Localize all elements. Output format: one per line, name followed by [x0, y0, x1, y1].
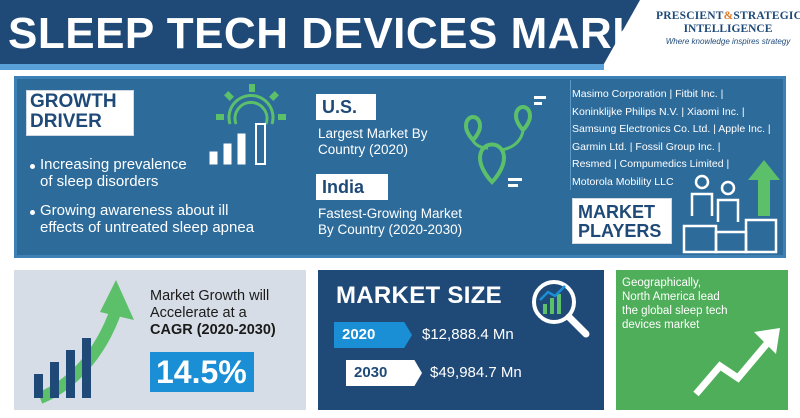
players-divider: [570, 80, 571, 190]
fastest-country-tag: India: [316, 174, 388, 200]
magnifier-chart-icon: [532, 280, 590, 338]
geography-description: Geographically, North America lead the g…: [622, 277, 728, 331]
market-size-value: $49,984.7 Mn: [430, 364, 522, 381]
player-line: Resmed | Compumedics Limited |: [572, 158, 730, 170]
growth-bars-arrow-icon: [34, 280, 134, 404]
logo-name-line2: INTELLIGENCE: [683, 23, 773, 35]
logo-name-line1: PRESCIENT&STRATEGIC: [656, 10, 800, 22]
market-players-list: Masimo Corporation | Fitbit Inc. | Konin…: [572, 86, 782, 191]
player-line: Koninklijke Philips N.V. | Xiaomi Inc. |: [572, 105, 745, 118]
title-banner: [0, 0, 640, 68]
title-stripe: [0, 64, 604, 70]
player-line: Motorola Mobility LLC: [572, 175, 674, 188]
trend-arrow-icon: [693, 328, 780, 397]
map-pins-icon: [463, 96, 546, 187]
market-players-box: [572, 198, 672, 244]
player-line: Masimo Corporation | Fitbit Inc. |: [572, 88, 724, 100]
company-logo: PRESCIENT&STRATEGIC INTELLIGENCE Where k…: [656, 10, 800, 66]
growth-driver-title: GROWTH DRIVER: [30, 91, 117, 132]
player-line: Samsung Electronics Co. Ltd. | Apple Inc…: [572, 123, 771, 135]
market-size-year: 2030: [346, 360, 422, 386]
market-size-year: 2020: [334, 322, 412, 348]
market-size-title: MARKET SIZE: [336, 282, 502, 309]
player-line: Garmin Ltd. | Fossil Group Inc. |: [572, 140, 721, 153]
growth-driver-item: Increasing prevalence of sleep disorders: [40, 156, 187, 190]
cagr-value: 14.5%: [150, 352, 254, 392]
growth-driver-item: Growing awareness about ill effects of u…: [40, 202, 255, 236]
fastest-market-label: Fastest-Growing Market By Country (2020-…: [318, 206, 463, 237]
logo-tagline: Where knowledge inspires strategy: [665, 37, 791, 46]
bullet-dot: [30, 164, 35, 169]
growth-driver-box: [26, 90, 134, 136]
bullet-dot: [30, 210, 35, 215]
page-title: SLEEP TECH DEVICES MARKET: [8, 9, 702, 58]
market-players-title: MARKET PLAYERS: [578, 202, 662, 241]
largest-country-tag: U.S.: [316, 94, 376, 120]
podium-people-icon: [682, 160, 780, 254]
market-size-value: $12,888.4 Mn: [422, 326, 514, 343]
gear-bar-chart-icon: [209, 84, 286, 165]
largest-market-label: Largest Market By Country (2020): [318, 126, 428, 157]
cagr-description: Market Growth will Accelerate at a CAGR …: [150, 288, 276, 338]
